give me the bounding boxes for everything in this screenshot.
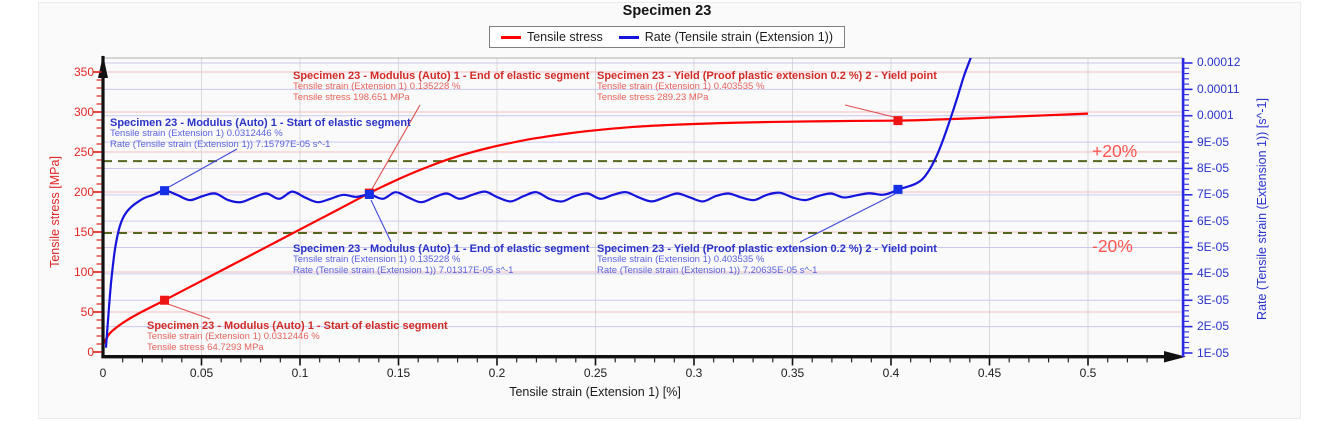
x-tick-label: 0.25	[583, 366, 608, 380]
y-right-axis-title: Rate (Tensile strain (Extension 1)) [s^-…	[1255, 98, 1269, 320]
y-right-tick-label: 2E-05	[1197, 319, 1230, 334]
annotation-yield-point-stress[interactable]: Specimen 23 - Yield (Proof plastic exten…	[597, 70, 937, 104]
blue-square-marker[interactable]	[364, 189, 374, 199]
x-axis-title: Tensile strain (Extension 1) [%]	[509, 385, 681, 399]
annotation-detail: Tensile stress 198.651 MPa	[293, 91, 410, 103]
annotation-leader-line	[370, 199, 392, 243]
annotation-detail: Rate (Tensile strain (Extension 1)) 7.15…	[110, 138, 331, 150]
y-left-tick-label: 50	[80, 304, 94, 319]
x-tick-label: 0	[99, 366, 107, 380]
legend-line-sample-red	[500, 35, 521, 39]
y-left-tick-label: 350	[73, 64, 94, 79]
annotation-leader-line	[799, 193, 896, 243]
annotation-modulus-end-stress[interactable]: Specimen 23 - Modulus (Auto) 1 - End of …	[293, 70, 589, 104]
annotation-leader-line	[167, 303, 211, 320]
x-tick-label: 0.2	[488, 366, 506, 380]
legend-item-tensile-stress: Tensile stress	[500, 30, 603, 44]
y-left-axis-title: Tensile stress [MPa]	[48, 156, 62, 268]
annotation-title: Specimen 23 - Modulus (Auto) 1 - Start o…	[147, 320, 448, 332]
annotation-detail: Tensile strain (Extension 1) 0.135228 %	[293, 81, 461, 93]
red-square-marker[interactable]	[160, 295, 170, 305]
y-right-tick-label: 0.0001	[1197, 108, 1234, 123]
annotation-detail: Tensile strain (Extension 1) 0.0312446 %	[110, 128, 283, 140]
x-tick-label: 0.05	[189, 366, 214, 380]
annotation-title: Specimen 23 - Modulus (Auto) 1 - End of …	[293, 243, 590, 255]
y-right-tick-label: 9E-05	[1197, 134, 1230, 149]
y-right-spine	[1181, 58, 1185, 357]
annotation-title: Specimen 23 - Modulus (Auto) 1 - Start o…	[110, 117, 411, 129]
red-square-marker[interactable]	[893, 116, 903, 126]
y-left-tick-label: 0	[87, 344, 94, 359]
y-right-tick-label: 5E-05	[1197, 240, 1230, 255]
legend-label-rate: Rate (Tensile strain (Extension 1))	[644, 30, 833, 44]
annotation-detail: Rate (Tensile strain (Extension 1)) 7.01…	[293, 264, 514, 276]
y-left-tick-label: 250	[73, 144, 94, 159]
blue-square-marker[interactable]	[893, 184, 903, 194]
y-left-spine	[101, 56, 105, 358]
annotation-modulus-start-stress[interactable]: Specimen 23 - Modulus (Auto) 1 - Start o…	[147, 320, 448, 354]
x-axis-spine	[101, 355, 1169, 359]
tensile-stress-curve[interactable]	[103, 112, 1089, 346]
annotation-detail: Tensile strain (Extension 1) 0.135228 %	[293, 254, 461, 266]
y-right-tick-label: 0.00011	[1197, 81, 1240, 96]
x-tick-label: 0.35	[780, 366, 805, 380]
x-tick-label: 0.3	[685, 366, 703, 380]
y-left-tick-label: 150	[73, 224, 94, 239]
annotation-detail: Tensile stress 64.7293 MPa	[147, 341, 264, 353]
annotation-leader-line	[168, 148, 238, 188]
annotation-leader-line	[371, 104, 421, 190]
annotation-detail: Tensile strain (Extension 1) 0.403535 %	[597, 81, 765, 93]
y-left-tick-label: 200	[73, 184, 94, 199]
y-left-tick-label: 300	[73, 104, 94, 119]
legend: Tensile stress Rate (Tensile strain (Ext…	[488, 26, 845, 48]
annotation-modulus-start-rate[interactable]: Specimen 23 - Modulus (Auto) 1 - Start o…	[110, 117, 411, 151]
x-tick-label: 0.15	[386, 366, 411, 380]
y-right-tick-label: 0.00012	[1197, 55, 1241, 70]
x-tick-label: 0.4	[882, 366, 900, 380]
blue-square-marker[interactable]	[160, 186, 170, 196]
chart-title: Specimen 23	[622, 3, 712, 19]
legend-line-sample-blue	[618, 35, 639, 39]
x-tick-label: 0.5	[1079, 366, 1097, 380]
annotation-modulus-end-rate[interactable]: Specimen 23 - Modulus (Auto) 1 - End of …	[293, 243, 589, 277]
tolerance-label-plus20: +20%	[1092, 141, 1138, 161]
annotation-leader-line	[844, 104, 895, 118]
y-right-tick-label: 8E-05	[1197, 160, 1230, 175]
tolerance-label-minus20: -20%	[1092, 236, 1133, 256]
legend-label-tensile-stress: Tensile stress	[526, 30, 603, 44]
legend-item-rate: Rate (Tensile strain (Extension 1))	[618, 30, 833, 44]
annotation-title: Specimen 23 - Yield (Proof plastic exten…	[597, 243, 937, 255]
y-right-tick-label: 3E-05	[1197, 292, 1230, 307]
y-right-tick-label: 7E-05	[1197, 187, 1230, 202]
y-right-tick-label: 1E-05	[1197, 345, 1230, 360]
x-tick-label: 0.45	[977, 366, 1002, 380]
annotation-title: Specimen 23 - Modulus (Auto) 1 - End of …	[293, 70, 590, 82]
x-tick-label: 0.1	[291, 366, 309, 380]
y-right-tick-label: 6E-05	[1197, 213, 1230, 228]
y-right-tick-label: 4E-05	[1197, 266, 1230, 281]
annotation-detail: Tensile strain (Extension 1) 0.0312446 %	[147, 331, 320, 343]
y-left-tick-label: 100	[73, 264, 94, 279]
annotation-title: Specimen 23 - Yield (Proof plastic exten…	[597, 70, 937, 82]
annotation-yield-point-rate[interactable]: Specimen 23 - Yield (Proof plastic exten…	[597, 243, 937, 277]
x-axis-arrowhead	[1164, 351, 1186, 363]
annotation-detail: Tensile strain (Extension 1) 0.403535 %	[597, 254, 765, 266]
annotation-detail: Tensile stress 289.23 MPa	[597, 91, 709, 103]
annotation-detail: Rate (Tensile strain (Extension 1)) 7.20…	[597, 264, 818, 276]
